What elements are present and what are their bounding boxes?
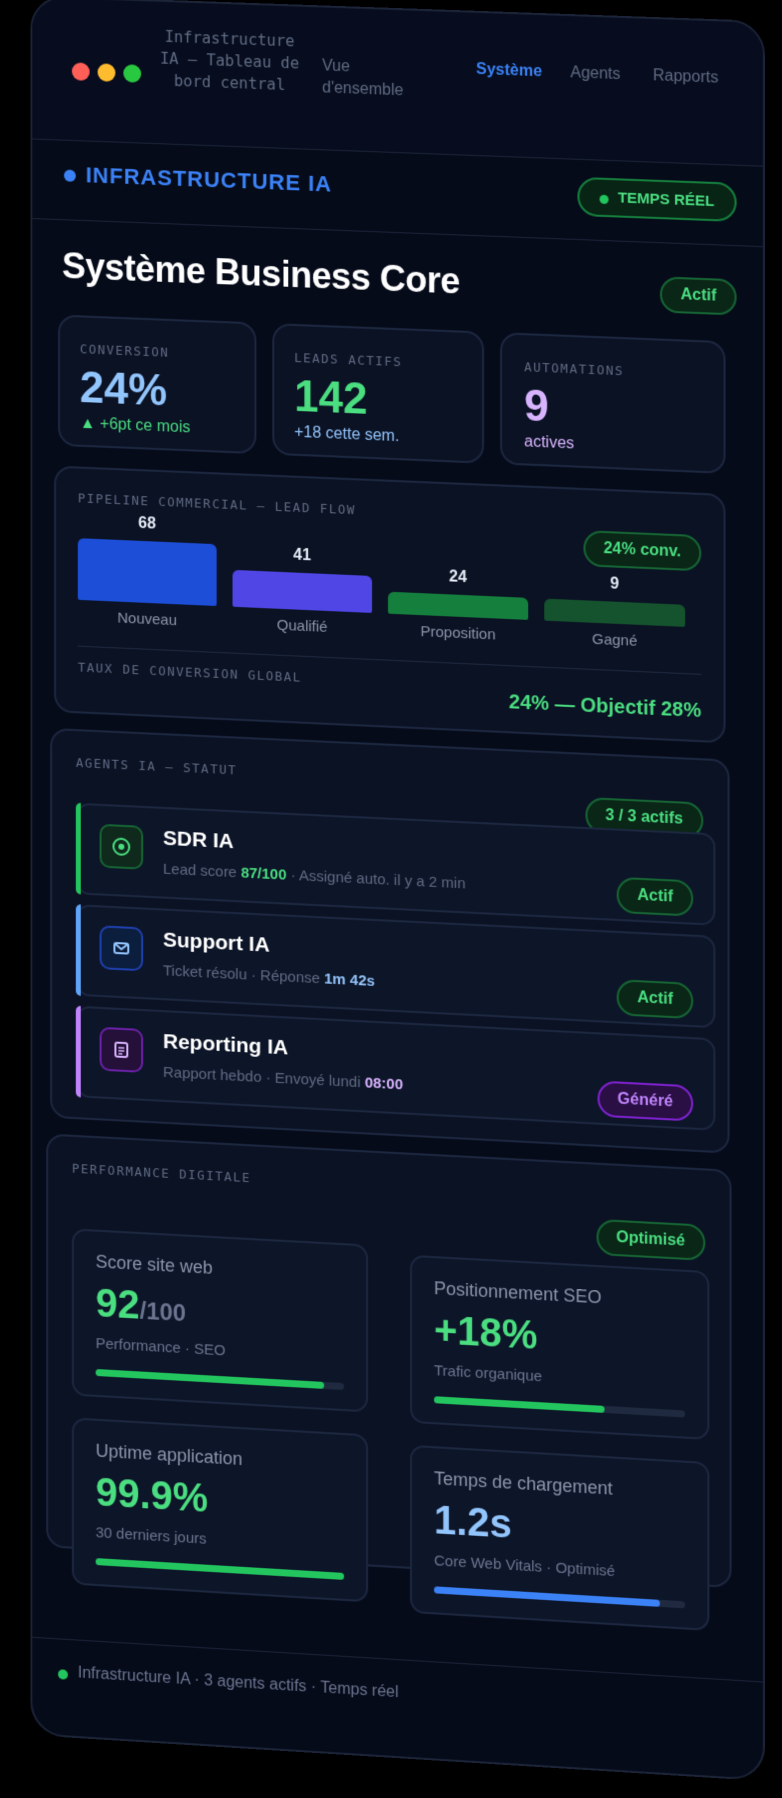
- tile-desc: 30 derniers jours: [96, 1524, 207, 1548]
- agent-desc: Rapport hebdo · Envoyé lundi 08:00: [163, 1064, 403, 1093]
- progress-fill: [96, 1369, 325, 1389]
- performance-badge: Optimisé: [596, 1219, 705, 1261]
- minimize-window-button[interactable]: [98, 63, 116, 82]
- pipeline-bar[interactable]: [78, 538, 217, 606]
- kpi-card-conversion: CONVERSION 24% ▲ +6pt ce mois: [58, 314, 256, 454]
- tile-value: 92/100: [96, 1281, 186, 1331]
- kpi-label: LEADS ACTIFS: [294, 350, 402, 369]
- agent-accent: [76, 904, 81, 996]
- pipeline-stage-label: Proposition: [388, 622, 528, 645]
- performance-tile: Positionnement SEO +18% Trafic organique: [410, 1255, 709, 1440]
- footer-text: Infrastructure IA · 3 agents actifs · Te…: [78, 1664, 399, 1702]
- nav-system[interactable]: Système: [476, 61, 542, 81]
- progress-fill: [434, 1586, 660, 1607]
- progress-track: [434, 1396, 685, 1417]
- document-icon: [100, 1027, 144, 1073]
- pipeline-bar[interactable]: [544, 599, 685, 627]
- mail-icon: [100, 925, 144, 971]
- nav-overview[interactable]: Vue d'ensemble: [322, 55, 422, 103]
- performance-label: PERFORMANCE DIGITALE: [72, 1161, 251, 1186]
- progress-fill: [434, 1396, 605, 1413]
- live-badge: TEMPS RÉEL: [578, 177, 737, 222]
- global-conversion-label: TAUX DE CONVERSION GLOBAL: [78, 660, 302, 685]
- kpi-card-automations: AUTOMATIONS 9 actives: [500, 332, 725, 474]
- tile-desc: Performance · SEO: [96, 1335, 226, 1359]
- tile-value: 1.2s: [434, 1498, 512, 1548]
- pipeline-badge: 24% conv.: [583, 530, 701, 571]
- performance-tile: Uptime application 99.9% 30 derniers jours: [72, 1417, 368, 1602]
- tile-title: Score site web: [96, 1252, 213, 1279]
- pipeline-bars: 68 Nouveau 41 Qualifié 24 Proposition 9 Gagné: [56, 468, 723, 496]
- close-window-button[interactable]: [72, 62, 90, 81]
- tile-title: Uptime application: [96, 1441, 243, 1470]
- agents-label: AGENTS IA — STATUT: [76, 755, 237, 778]
- kpi-value: 142: [294, 372, 367, 425]
- agent-desc: Ticket résolu · Réponse 1m 42s: [163, 962, 375, 990]
- pipeline-stage-label: Qualifié: [233, 615, 373, 638]
- tile-value: 99.9%: [96, 1470, 208, 1521]
- agent-status-badge: Généré: [597, 1080, 693, 1121]
- performance-tile: Temps de chargement 1.2s Core Web Vitals ·…: [410, 1445, 709, 1631]
- tile-title: Positionnement SEO: [434, 1278, 602, 1308]
- kpi-sub: ▲ +6pt ce mois: [80, 415, 190, 438]
- kpi-sub: +18 cette sem.: [294, 424, 399, 446]
- kpi-value: 24%: [80, 363, 167, 416]
- agent-desc: Lead score 87/100 · Assigné auto. il y a…: [163, 861, 466, 893]
- agent-name: SDR IA: [163, 827, 234, 854]
- tile-value: +18%: [434, 1308, 538, 1359]
- pipeline-stage-label: Gagné: [544, 629, 685, 652]
- app-window: Infrastructure IA — Tableau de bord cent…: [30, 0, 765, 1781]
- pipeline-bar-value: 9: [584, 574, 644, 595]
- global-conversion-value: 24% — Objectif 28%: [509, 691, 701, 723]
- nav-reports[interactable]: Rapports: [653, 67, 718, 87]
- agent-row-reporting[interactable]: Reporting IA Rapport hebdo · Envoyé lund…: [76, 1006, 716, 1131]
- progress-fill: [96, 1558, 344, 1580]
- agents-card: AGENTS IA — STATUT 3 / 3 actifs SDR IA L…: [50, 728, 729, 1154]
- target-icon: [100, 824, 144, 870]
- pipeline-card: PIPELINE COMMERCIAL — LEAD FLOW 24% conv…: [54, 466, 725, 744]
- pipeline-bar[interactable]: [388, 592, 528, 620]
- window-title: Infrastructure IA — Tableau de bord cent…: [155, 25, 304, 96]
- kpi-value: 9: [524, 381, 549, 432]
- system-status-badge: Actif: [660, 276, 736, 315]
- status-dot-icon: [58, 1669, 68, 1680]
- progress-track: [434, 1586, 685, 1608]
- brand-name: INFRASTRUCTURE IA: [86, 162, 332, 197]
- kpi-label: CONVERSION: [80, 341, 169, 360]
- agent-accent: [76, 803, 81, 895]
- pipeline-stage-label: Nouveau: [78, 608, 217, 631]
- agent-status-badge: Actif: [617, 979, 693, 1019]
- pipeline-bar-value: 68: [117, 514, 176, 535]
- kpi-card-leads: LEADS ACTIFS 142 +18 cette sem.: [272, 323, 484, 464]
- nav-agents[interactable]: Agents: [570, 64, 620, 84]
- kpi-label: AUTOMATIONS: [524, 359, 624, 378]
- tile-desc: Core Web Vitals · Optimisé: [434, 1552, 615, 1580]
- pipeline-bar-value: 41: [272, 546, 332, 567]
- pipeline-bar-value: 24: [428, 567, 488, 588]
- progress-track: [96, 1558, 344, 1580]
- kpi-sub: actives: [524, 433, 574, 453]
- agent-accent: [76, 1006, 81, 1098]
- tile-title: Temps de chargement: [434, 1468, 613, 1499]
- performance-tile: Score site web 92/100 Performance · SEO: [72, 1228, 368, 1412]
- tile-desc: Trafic organique: [434, 1362, 542, 1385]
- page-title: Système Business Core: [62, 245, 460, 303]
- agent-status-badge: Actif: [617, 877, 693, 917]
- footer: Infrastructure IA · 3 agents actifs · Te…: [32, 1637, 763, 1779]
- pipeline-bar[interactable]: [233, 570, 373, 613]
- maximize-window-button[interactable]: [123, 64, 141, 83]
- progress-track: [96, 1369, 344, 1390]
- performance-card: PERFORMANCE DIGITALE Optimisé Score site…: [46, 1133, 731, 1588]
- agent-name: Reporting IA: [163, 1030, 288, 1060]
- brand-dot-icon: [64, 169, 76, 181]
- agent-name: Support IA: [163, 928, 270, 957]
